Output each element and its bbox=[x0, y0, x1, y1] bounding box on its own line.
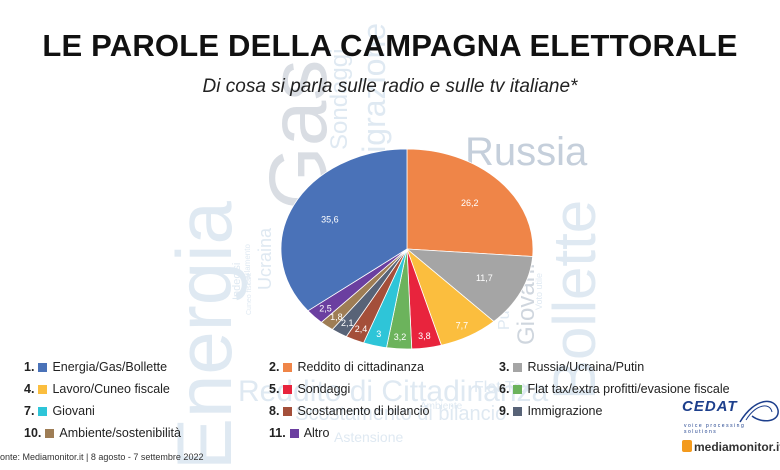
legend-swatch bbox=[513, 406, 523, 416]
legend-label: Reddito di cittadinanza bbox=[297, 360, 424, 374]
legend-swatch bbox=[283, 362, 293, 372]
legend-rank: 3. bbox=[499, 360, 510, 374]
legend-swatch bbox=[513, 384, 523, 394]
pie-value-label: 26,2 bbox=[461, 198, 479, 208]
legend-swatch bbox=[289, 428, 299, 438]
bg-word: Astensione bbox=[334, 429, 404, 445]
pie-value-label: 7,7 bbox=[456, 320, 469, 330]
legend-rank: 7. bbox=[24, 404, 35, 418]
legend-rank: 9. bbox=[499, 404, 510, 418]
legend-swatch bbox=[283, 384, 293, 394]
bg-word: Ambiente bbox=[420, 401, 463, 412]
legend-item: 1. Energia/Gas/Bollette bbox=[24, 360, 167, 374]
legend-item: 8. Scostamento di bilancio bbox=[269, 404, 429, 418]
pie-value-labels: 26,2 11,7 7,7 3,8 3,2 3 2,42,11,82,5 35,6 bbox=[319, 198, 493, 342]
pie-slice bbox=[405, 248, 534, 322]
legend-label: Lavoro/Cuneo fiscale bbox=[52, 382, 170, 396]
legend-label: Energia/Gas/Bollette bbox=[52, 360, 168, 374]
legend-swatch bbox=[45, 428, 55, 438]
legend-label: Scostamento di bilancio bbox=[297, 404, 430, 418]
legend-rank: 2. bbox=[269, 360, 280, 374]
legend-swatch bbox=[38, 362, 48, 372]
legend-item: 5. Sondaggi bbox=[269, 382, 350, 396]
pie-slice bbox=[280, 148, 408, 312]
legend-rank: 8. bbox=[269, 404, 280, 418]
tv-icon bbox=[682, 440, 692, 452]
pie-value-label: 2,1 bbox=[341, 318, 354, 328]
pie-value-label: 2,4 bbox=[355, 324, 368, 334]
chart-subtitle: Di cosa si parla sulle radio e sulle tv … bbox=[202, 76, 578, 97]
pie-value-label: 2,5 bbox=[319, 304, 332, 314]
cedat-tagline: voice processing solutions bbox=[684, 423, 746, 435]
chart-legend: 1. Energia/Gas/Bollette 2. Reddito di citta… bbox=[24, 360, 764, 450]
cedat-logo-text: CEDAT bbox=[682, 398, 738, 415]
legend-label: Sondaggi bbox=[297, 382, 351, 396]
legend-label: Russia/Ucraina/Putin bbox=[527, 360, 645, 374]
legend-swatch bbox=[38, 384, 48, 394]
pie-slice bbox=[406, 148, 534, 257]
pie-value-label: 3,8 bbox=[418, 331, 431, 341]
legend-item: 7. Giovani bbox=[24, 404, 95, 418]
legend-item: 9. Immigrazione bbox=[499, 404, 602, 418]
legend-item: 2. Reddito di cittadinanza bbox=[269, 360, 424, 374]
legend-rank: 6. bbox=[499, 382, 510, 396]
legend-swatch bbox=[283, 406, 293, 416]
legend-item: 4. Lavoro/Cuneo fiscale bbox=[24, 382, 170, 396]
pie-value-label: 1,8 bbox=[330, 312, 343, 322]
legend-label: Giovani bbox=[52, 404, 95, 418]
legend-label: Ambiente/sostenibilità bbox=[59, 426, 181, 440]
pie-value-label: 11,7 bbox=[476, 273, 493, 283]
pie-value-label: 3 bbox=[376, 329, 381, 339]
legend-label: Flat tax/extra profitti/evasione fiscale bbox=[527, 382, 730, 396]
cedat-swoosh-icon bbox=[739, 400, 779, 423]
source-note: onte: Mediamonitor.it | 8 agosto - 7 set… bbox=[0, 452, 204, 462]
chart-title: LE PAROLE DELLA CAMPAGNA ELETTORALE bbox=[42, 28, 738, 63]
pie-value-label: 35,6 bbox=[321, 214, 339, 224]
legend-item: 6. Flat tax/extra profitti/evasione fisca… bbox=[499, 382, 730, 396]
legend-rank: 4. bbox=[24, 382, 35, 396]
legend-label: Immigrazione bbox=[527, 404, 603, 418]
bg-word: Scostamento di bilancio bbox=[295, 403, 507, 425]
legend-item: 3. Russia/Ucraina/Putin bbox=[499, 360, 644, 374]
bg-word: Russia bbox=[465, 130, 588, 174]
legend-rank: 5. bbox=[269, 382, 280, 396]
pie-value-label: 3,2 bbox=[394, 332, 407, 342]
mediamonitor-logo-text: mediamonitor.it bbox=[694, 440, 780, 454]
legend-swatch bbox=[38, 406, 48, 416]
legend-label: Altro bbox=[303, 426, 330, 440]
legend-item: 10. Ambiente/sostenibilità bbox=[24, 426, 181, 440]
legend-item: 11. Altro bbox=[269, 426, 329, 440]
legend-rank: 10. bbox=[24, 426, 42, 440]
legend-rank: 11. bbox=[269, 426, 286, 440]
pie-slices bbox=[280, 148, 534, 350]
legend-swatch bbox=[513, 362, 523, 372]
legend-rank: 1. bbox=[24, 360, 35, 374]
